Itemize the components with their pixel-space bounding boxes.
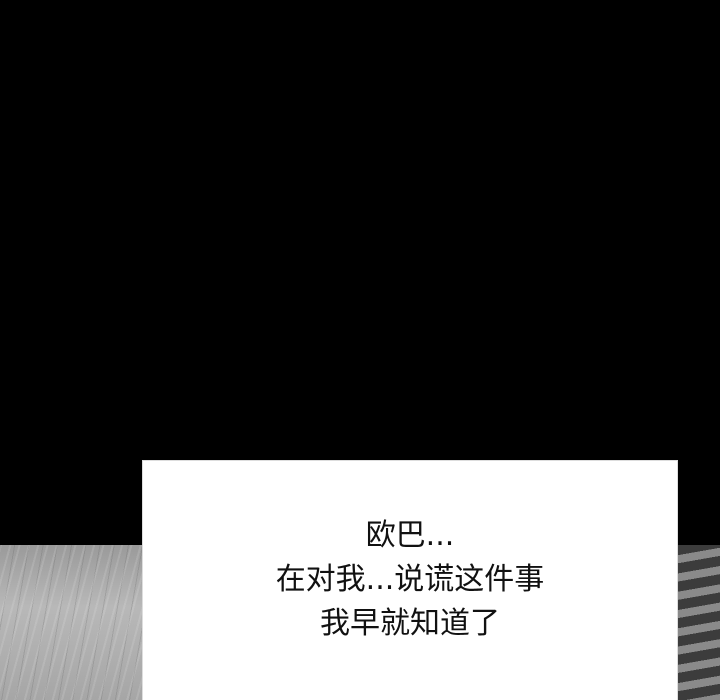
caption-box: 欧巴... 在对我...说谎这件事 我早就知道了 <box>142 460 678 700</box>
caption-line: 我早就知道了 <box>320 606 500 641</box>
caption-line: 在对我...说谎这件事 <box>275 562 545 597</box>
panel-artwork-right <box>678 545 720 700</box>
caption-line: 欧巴... <box>365 518 455 553</box>
caption-text: 欧巴... 在对我...说谎这件事 我早就知道了 <box>143 514 677 646</box>
panel-artwork-left <box>0 545 142 700</box>
black-panel <box>0 0 720 545</box>
